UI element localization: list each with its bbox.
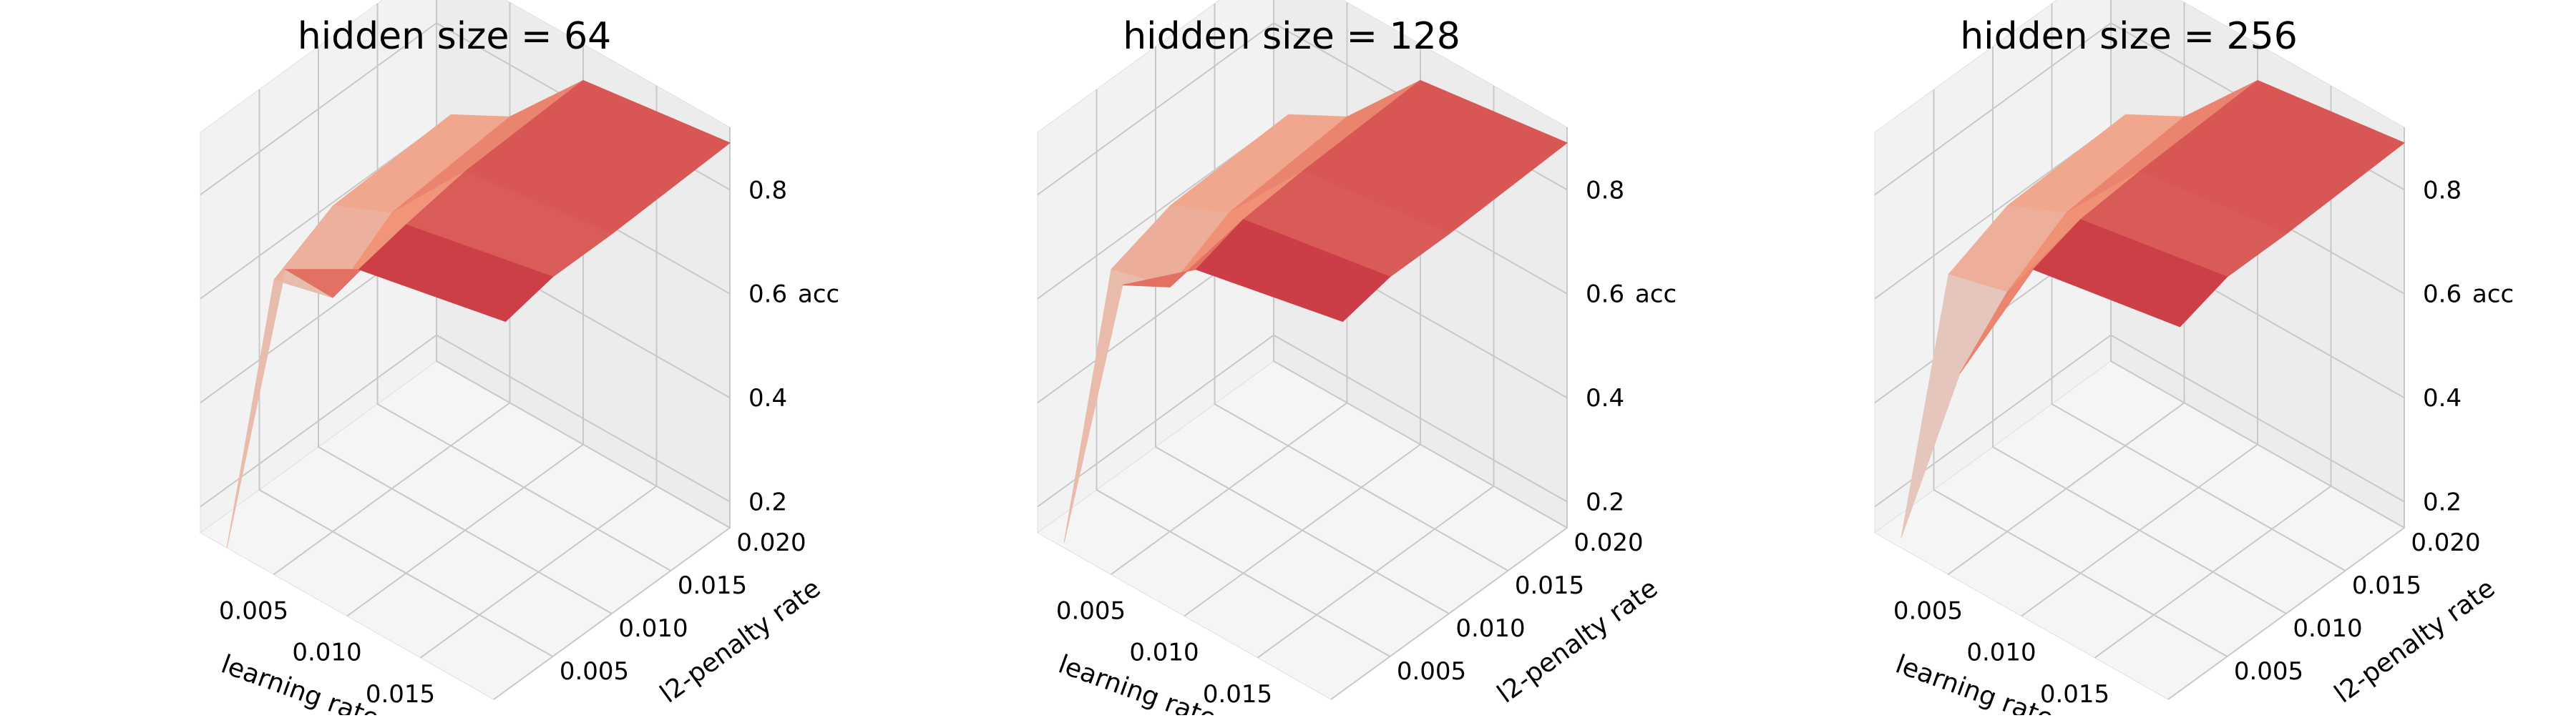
z-tick-label: 0.6 — [2423, 280, 2462, 309]
grid-line-y — [1992, 46, 2287, 614]
z-tick-label: 0.4 — [748, 384, 787, 413]
z-axis-label: acc — [1635, 280, 1677, 309]
y-tick-label: 0.020 — [736, 528, 806, 557]
surface-face — [1195, 219, 1391, 323]
surface — [226, 79, 731, 549]
y-tick-label: 0.005 — [1397, 657, 1466, 686]
axes-panes — [200, 0, 731, 700]
axes-panes — [1037, 0, 1568, 700]
y-tick-label: 0.010 — [618, 614, 688, 643]
grid-line-y — [1096, 89, 1390, 657]
grid-line-y — [2110, 0, 2405, 528]
grid-line-z — [200, 334, 731, 508]
x-tick-label: 0.010 — [1129, 639, 1199, 667]
grid-line-y — [1155, 46, 1450, 614]
z-axis-label: acc — [798, 280, 839, 309]
x-tick-label: 0.005 — [219, 596, 288, 625]
z-tick-label: 0.8 — [748, 176, 787, 205]
x-tick-label: 0.005 — [1056, 596, 1126, 625]
z-tick-label: 0.8 — [2423, 176, 2462, 205]
y-tick-label: 0.005 — [560, 657, 629, 686]
z-tick-label: 0.4 — [1586, 384, 1624, 413]
grid-line-y — [258, 89, 553, 657]
chart-panel-3: 0.0050.0100.0150.0200.0050.0100.0150.020… — [1874, 0, 2514, 718]
chart-title: hidden size = 128 — [1123, 15, 1460, 58]
x-tick-label: 0.015 — [1203, 680, 1272, 709]
x-tick-label: 0.005 — [1893, 596, 1963, 625]
x-tick-label: 0.015 — [2040, 680, 2109, 709]
x-tick-label: 0.010 — [292, 639, 361, 667]
grid-line-y — [2051, 4, 2346, 571]
chart-title: hidden size = 256 — [1960, 15, 2298, 58]
x-tick-label: 0.015 — [366, 680, 435, 709]
chart-panel-2: 0.0050.0100.0150.0200.0050.0100.0150.020… — [1037, 0, 1677, 718]
tick-labels: 0.0050.0100.0150.0200.0050.0100.0150.020… — [1893, 176, 2481, 709]
grid-line-y — [1214, 4, 1508, 571]
z-tick-label: 0.2 — [1586, 488, 1624, 517]
tick-labels: 0.0050.0100.0150.0200.0050.0100.0150.020… — [219, 176, 806, 709]
grid-line-z — [1874, 334, 2405, 508]
y-tick-label: 0.005 — [2234, 657, 2303, 686]
z-tick-label: 0.2 — [748, 488, 787, 517]
tick-labels: 0.0050.0100.0150.0200.0050.0100.0150.020… — [1056, 176, 1644, 709]
z-tick-label: 0.4 — [2423, 384, 2462, 413]
y-tick-label: 0.010 — [1455, 614, 1525, 643]
surface — [1063, 79, 1568, 544]
x-tick-label: 0.010 — [1966, 639, 2036, 667]
surface-face — [2032, 219, 2228, 328]
y-tick-label: 0.015 — [1515, 571, 1584, 600]
grid-line-y — [436, 0, 731, 528]
chart-panel-1: 0.0050.0100.0150.0200.0050.0100.0150.020… — [200, 0, 839, 718]
z-tick-label: 0.6 — [1586, 280, 1624, 309]
z-axis-label: acc — [2472, 280, 2514, 309]
grid-line-y — [1933, 89, 2228, 657]
y-tick-label: 0.020 — [1574, 528, 1643, 557]
surface-face — [358, 224, 554, 323]
grid-line-y — [1273, 0, 1568, 528]
y-tick-label: 0.020 — [2411, 528, 2480, 557]
grid-line-y — [318, 46, 613, 614]
z-tick-label: 0.8 — [1586, 176, 1624, 205]
y-tick-label: 0.015 — [678, 571, 747, 600]
grid-line-z — [1037, 334, 1568, 508]
surface — [1901, 79, 2405, 538]
z-tick-label: 0.2 — [2423, 488, 2462, 517]
grid-line-y — [376, 4, 671, 571]
y-tick-label: 0.010 — [2293, 614, 2362, 643]
z-tick-label: 0.6 — [748, 280, 787, 309]
y-tick-label: 0.015 — [2352, 571, 2421, 600]
chart-title: hidden size = 64 — [298, 15, 612, 58]
